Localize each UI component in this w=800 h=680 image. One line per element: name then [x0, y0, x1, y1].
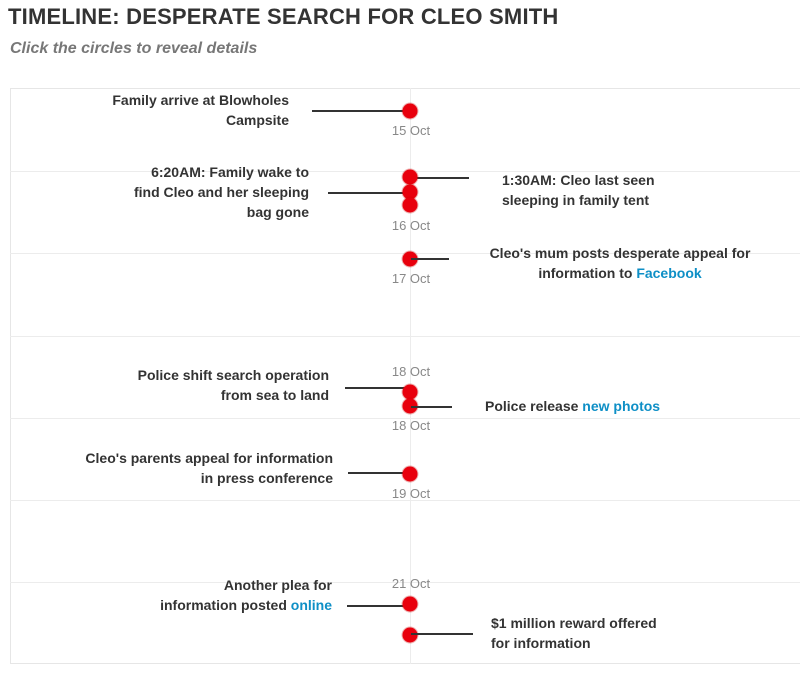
event-text-line: $1 million reward offered	[491, 615, 657, 631]
event-label: Police release new photos	[485, 396, 765, 416]
event-date: 19 Oct	[391, 486, 431, 501]
day-divider	[10, 336, 800, 337]
event-connector	[411, 633, 473, 635]
event-text-line: Cleo's mum posts desperate appeal for	[489, 245, 751, 261]
event-label: Cleo's mum posts desperate appeal for in…	[460, 243, 780, 283]
event-date: 16 Oct	[391, 218, 431, 233]
day-divider	[10, 500, 800, 501]
event-label: Another plea for information posted onli…	[32, 575, 332, 615]
timeline-panel	[10, 88, 800, 664]
event-text-line: information to Facebook	[460, 263, 780, 283]
event-text-line: Cleo's parents appeal for information	[85, 450, 333, 466]
event-dot[interactable]	[402, 197, 418, 213]
day-divider	[10, 582, 800, 583]
event-text-line: Police shift search operation	[137, 367, 329, 383]
event-text-line: information posted online	[32, 595, 332, 615]
event-text-line: sleeping in family tent	[502, 192, 650, 208]
event-date: 15 Oct	[391, 123, 431, 138]
event-connector	[411, 406, 452, 408]
event-dot[interactable]	[402, 627, 418, 643]
event-dot[interactable]	[402, 184, 418, 200]
event-date: 18 Oct	[391, 418, 431, 433]
event-text-line: for information	[491, 635, 591, 651]
event-text-line: Campsite	[225, 112, 289, 128]
event-dot[interactable]	[402, 384, 418, 400]
event-date: 17 Oct	[391, 271, 431, 286]
event-connector	[411, 177, 469, 179]
event-text: information to	[538, 265, 637, 281]
event-text-line: 6:20AM: Family wake to	[151, 164, 309, 180]
event-text: information posted	[160, 597, 291, 613]
event-dot[interactable]	[402, 251, 418, 267]
event-text-line: in press conference	[200, 470, 333, 486]
facebook-link[interactable]: Facebook	[636, 265, 702, 281]
page-title: TIMELINE: DESPERATE SEARCH FOR CLEO SMIT…	[8, 4, 559, 29]
event-text-line: Family arrive at Blowholes	[112, 92, 289, 108]
day-divider	[10, 418, 800, 419]
event-connector	[328, 192, 410, 194]
event-label: 1:30AM: Cleo last seen sleeping in famil…	[502, 170, 762, 210]
event-label: 6:20AM: Family wake to find Cleo and her…	[29, 162, 309, 222]
event-label: Cleo's parents appeal for information in…	[13, 448, 333, 488]
event-text-line: from sea to land	[220, 387, 329, 403]
event-text: Police release	[485, 398, 583, 414]
event-text-line: 1:30AM: Cleo last seen	[502, 172, 655, 188]
timeline-spine	[410, 88, 411, 664]
event-dot[interactable]	[402, 169, 418, 185]
event-dot[interactable]	[402, 398, 418, 414]
event-text-line: bag gone	[246, 204, 309, 220]
event-connector	[345, 387, 410, 389]
event-dot[interactable]	[402, 103, 418, 119]
event-label: $1 million reward offered for informatio…	[491, 613, 731, 653]
event-dot[interactable]	[402, 466, 418, 482]
new-photos-link[interactable]: new photos	[582, 398, 661, 414]
event-text-line: Another plea for	[223, 577, 332, 593]
event-dot[interactable]	[402, 596, 418, 612]
page-subtitle: Click the circles to reveal details	[10, 40, 258, 57]
event-text-line: find Cleo and her sleeping	[133, 184, 309, 200]
event-connector	[312, 110, 410, 112]
event-connector	[348, 472, 410, 474]
event-date: 18 Oct	[391, 364, 431, 379]
event-label: Family arrive at Blowholes Campsite	[29, 90, 289, 130]
event-date: 21 Oct	[391, 576, 431, 591]
online-link[interactable]: online	[290, 597, 332, 613]
event-connector	[347, 605, 410, 607]
event-label: Police shift search operation from sea t…	[29, 365, 329, 405]
event-connector	[411, 258, 449, 260]
